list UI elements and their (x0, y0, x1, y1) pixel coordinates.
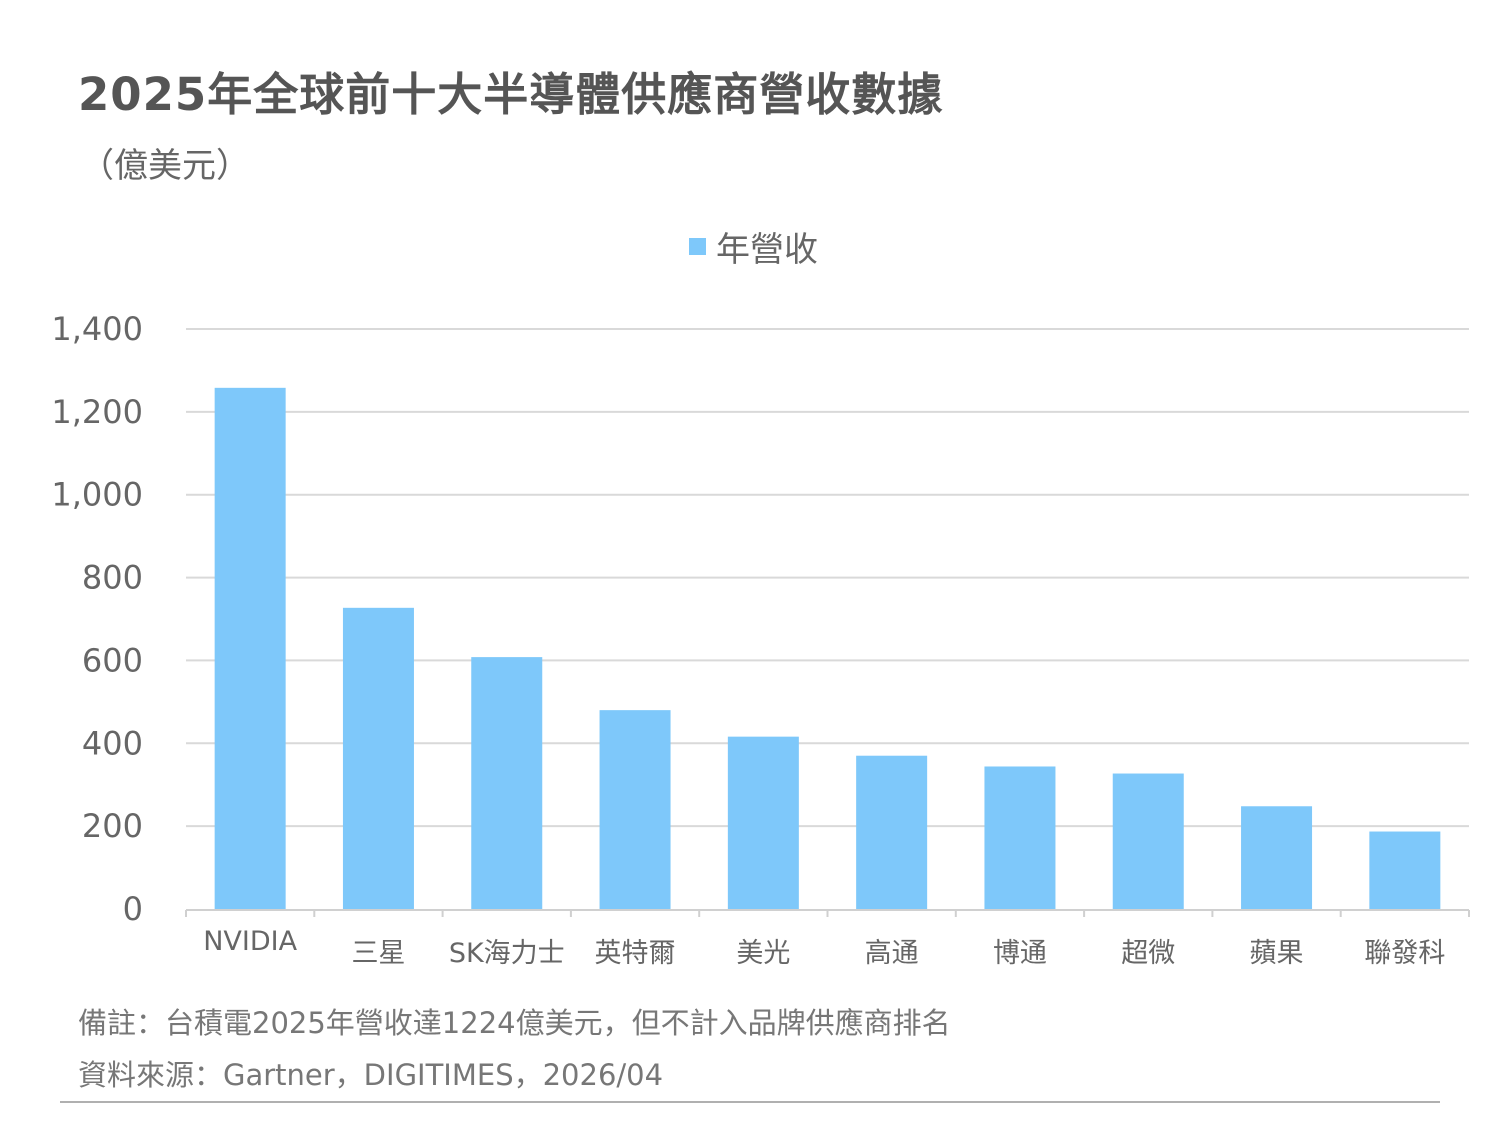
bar (856, 755, 928, 909)
unit-label: （億美元） (80, 146, 250, 186)
y-tick-label: 0 (123, 890, 143, 928)
bar (984, 766, 1056, 909)
x-tick-label: NVIDIA (203, 926, 297, 957)
footnote: 備註：台積電2025年營收達1224億美元，但不計入品牌供應商排名 (78, 1006, 951, 1040)
bar (1112, 773, 1184, 909)
y-tick-label: 400 (82, 724, 143, 762)
x-tick-label: SK海力士 (449, 938, 565, 969)
legend-label: 年營收 (716, 230, 818, 270)
y-tick-label: 1,400 (51, 310, 143, 348)
y-tick-label: 800 (82, 559, 143, 597)
chart-title: 2025年全球前十大半導體供應商營收數據 (78, 68, 944, 121)
x-tick-label: 三星 (351, 938, 405, 969)
y-tick-label: 600 (82, 641, 143, 679)
bar (727, 736, 799, 909)
x-tick-label: 博通 (993, 938, 1047, 969)
legend-swatch (689, 238, 706, 255)
bar (342, 607, 414, 909)
x-axis (185, 909, 1470, 917)
y-tick-label: 200 (82, 807, 143, 845)
x-tick-label: 聯發科 (1364, 938, 1445, 969)
y-tick-label: 1,000 (51, 476, 143, 514)
x-tick-label: 超微 (1121, 938, 1175, 969)
y-axis-ticks: 0 200 400 600 800 1,000 1,200 1,400 (51, 310, 143, 928)
bar (214, 387, 286, 909)
bar (1241, 806, 1313, 909)
bar (599, 710, 671, 909)
source-note: 資料來源：Gartner，DIGITIMES，2026/04 (78, 1058, 664, 1092)
x-axis-ticks: NVIDIA 三星 SK海力士 英特爾 美光 高通 博通 超微 蘋果 聯發科 (203, 926, 1445, 969)
x-tick-label: 蘋果 (1250, 938, 1304, 969)
x-tick-label: 高通 (865, 938, 919, 969)
legend: 年營收 (689, 222, 818, 271)
bar (1369, 831, 1441, 909)
x-tick-label: 英特爾 (595, 938, 676, 969)
y-tick-label: 1,200 (51, 393, 143, 431)
bars (214, 387, 1441, 909)
bar (471, 657, 543, 909)
bottom-divider (60, 1101, 1440, 1103)
x-tick-label: 美光 (736, 938, 790, 969)
